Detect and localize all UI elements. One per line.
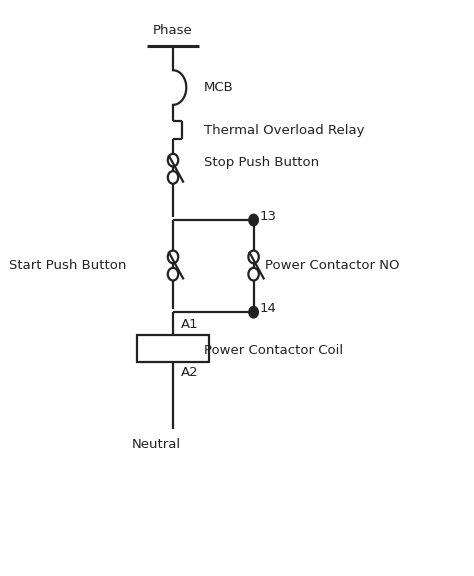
Text: MCB: MCB xyxy=(204,81,234,94)
Text: Power Contactor NO: Power Contactor NO xyxy=(265,259,400,272)
Text: A2: A2 xyxy=(181,366,199,379)
Bar xyxy=(137,335,209,362)
Circle shape xyxy=(249,214,258,226)
Text: Start Push Button: Start Push Button xyxy=(9,259,127,272)
Text: A1: A1 xyxy=(181,317,199,331)
Text: Power Contactor Coil: Power Contactor Coil xyxy=(204,344,343,357)
Text: 13: 13 xyxy=(260,210,277,222)
Text: Neutral: Neutral xyxy=(132,438,181,451)
Circle shape xyxy=(249,306,258,318)
Text: 14: 14 xyxy=(260,302,277,314)
Text: Stop Push Button: Stop Push Button xyxy=(204,156,319,169)
Text: Phase: Phase xyxy=(153,24,193,37)
Text: Thermal Overload Relay: Thermal Overload Relay xyxy=(204,124,365,137)
